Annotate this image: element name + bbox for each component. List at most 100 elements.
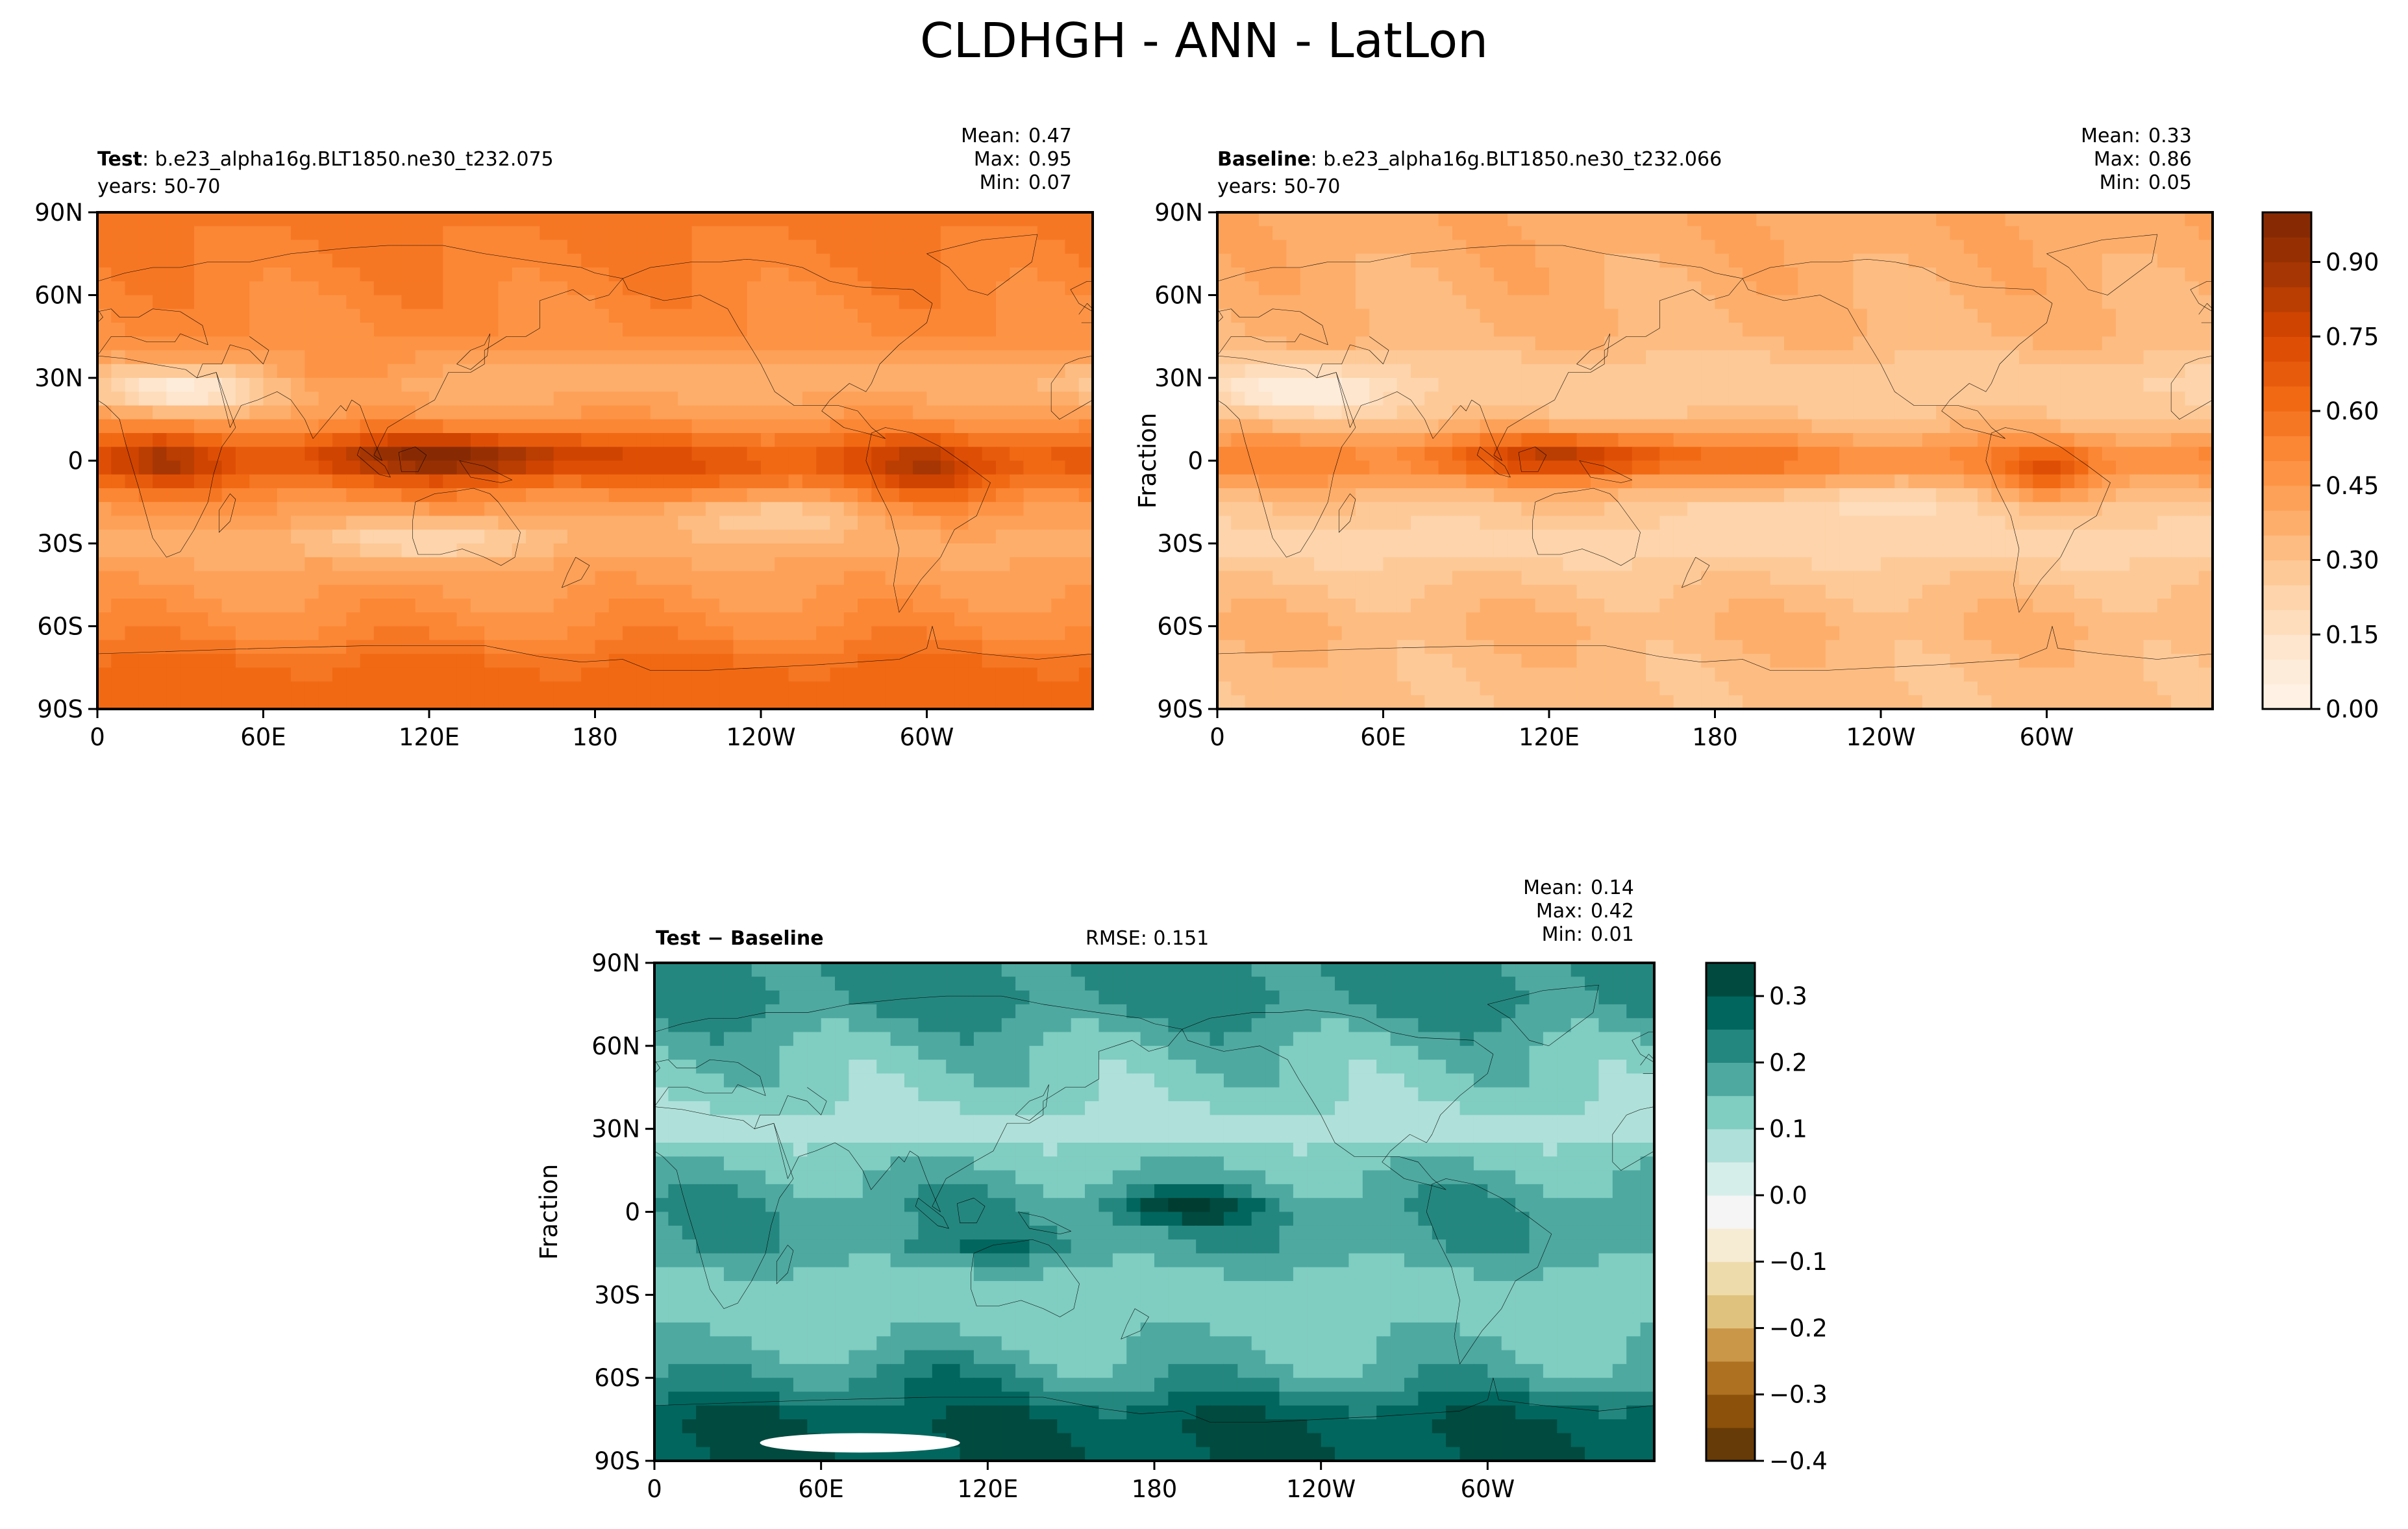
field-cell: [1798, 336, 1813, 351]
field-cell: [401, 599, 416, 613]
field-cell: [1065, 599, 1080, 613]
field-cell: [705, 364, 720, 379]
field-cell: [926, 474, 941, 489]
field-cell: [1646, 267, 1660, 282]
field-cell: [678, 654, 693, 668]
field-cell: [1728, 584, 1743, 599]
field-cell: [1950, 474, 1965, 489]
field-cell: [153, 433, 168, 447]
field-cell: [1065, 281, 1080, 296]
field-cell: [1701, 529, 1716, 544]
field-cell: [899, 253, 913, 268]
field-cell: [1867, 226, 1881, 241]
field-cell: [138, 378, 153, 392]
field-cell: [954, 695, 969, 710]
field-cell: [1231, 405, 1246, 420]
field-cell: [553, 392, 568, 406]
field-cell: [1646, 336, 1660, 351]
field-cell: [2185, 364, 2200, 379]
field-cell: [2157, 295, 2172, 310]
field-cell: [1549, 529, 1563, 544]
field-cell: [1963, 571, 1978, 586]
field-cell: [443, 308, 458, 323]
field-cell: [650, 543, 665, 558]
field-cell: [788, 612, 803, 627]
field-cell: [1853, 336, 1868, 351]
field-cell: [125, 405, 140, 420]
field-cell: [1701, 253, 1716, 268]
field-cell: [1383, 543, 1398, 558]
field-cell: [360, 695, 375, 710]
field-cell: [1286, 571, 1301, 586]
field-cell: [802, 474, 817, 489]
field-cell: [816, 226, 831, 241]
test-field-cells: [97, 212, 1093, 710]
field-cell: [1272, 599, 1287, 613]
field-cell: [1383, 488, 1398, 503]
field-cell: [664, 695, 678, 710]
field-cell: [1023, 460, 1038, 475]
field-cell: [1438, 405, 1453, 420]
test-label: Test: b.e23_alpha16g.BLT1850.ne30_t232.0…: [97, 148, 554, 171]
field-cell: [2060, 584, 2075, 599]
field-cell: [97, 543, 112, 558]
field-cell: [1286, 654, 1301, 668]
field-cell: [899, 308, 913, 323]
field-cell: [318, 433, 333, 447]
field-cell: [512, 295, 527, 310]
field-cell: [1010, 364, 1024, 379]
field-cell: [1756, 529, 1771, 544]
field-cell: [1217, 626, 1232, 641]
field-cell: [1687, 543, 1702, 558]
field-cell: [1963, 226, 1978, 241]
field-cell: [664, 433, 678, 447]
field-cell: [982, 626, 997, 641]
field-cell: [802, 350, 817, 365]
field-cell: [166, 529, 181, 544]
field-cell: [526, 350, 540, 365]
field-cell: [277, 571, 292, 586]
field-cell: [166, 378, 181, 392]
field-cell: [1728, 323, 1743, 337]
field-cell: [1963, 543, 1978, 558]
field-cell: [1549, 378, 1563, 392]
field-cell: [332, 433, 347, 447]
field-cell: [2074, 378, 2089, 392]
field-cell: [1811, 350, 1826, 365]
field-cell: [2198, 543, 2213, 558]
field-cell: [816, 433, 831, 447]
field-cell: [885, 667, 900, 682]
field-cell: [1811, 240, 1826, 255]
field-cell: [1051, 226, 1066, 241]
field-cell: [1258, 433, 1273, 447]
field-cell: [1480, 323, 1495, 337]
field-cell: [1051, 392, 1066, 406]
field-cell: [1673, 281, 1688, 296]
field-cell: [2018, 571, 2033, 586]
field-cell: [1286, 488, 1301, 503]
field-cell: [843, 350, 858, 365]
field-cell: [1286, 240, 1301, 255]
field-cell: [885, 584, 900, 599]
field-cell: [429, 419, 443, 434]
field-cell: [816, 557, 831, 572]
field-cell: [816, 626, 831, 641]
field-cell: [1576, 433, 1591, 447]
field-cell: [415, 654, 430, 668]
field-cell: [111, 212, 126, 227]
field-cell: [1950, 336, 1965, 351]
field-cell: [1521, 612, 1536, 627]
field-cell: [940, 612, 955, 627]
field-cell: [1493, 599, 1508, 613]
field-cell: [1424, 295, 1439, 310]
field-cell: [1383, 626, 1398, 641]
field-cell: [995, 405, 1010, 420]
field-cell: [138, 584, 153, 599]
field-cell: [1908, 571, 1923, 586]
field-cell: [111, 226, 126, 241]
diff-stats: Mean: 0.14 Max: 0.42 Min: 0.01: [1336, 876, 1654, 947]
field-cell: [705, 405, 720, 420]
field-cell: [1963, 378, 1978, 392]
field-cell: [871, 571, 886, 586]
field-cell: [885, 557, 900, 572]
